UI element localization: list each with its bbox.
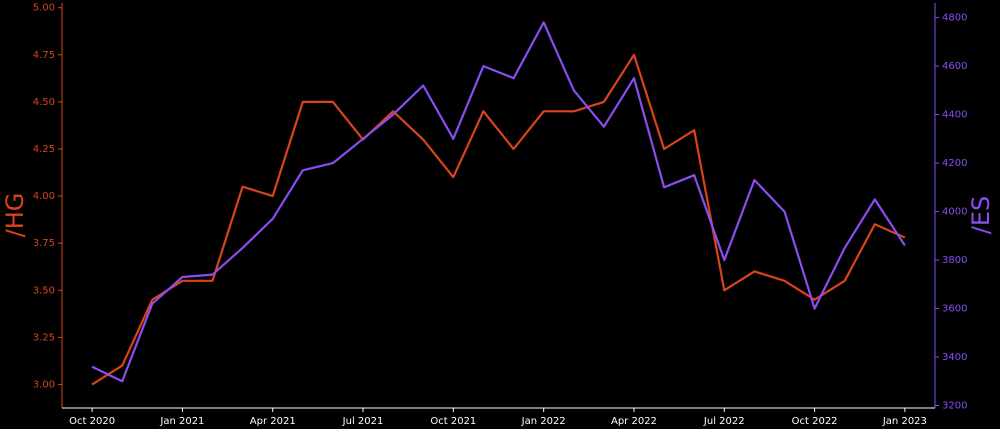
y2-tick-label: 3400 — [942, 352, 967, 363]
x-tick-label: Jul 2022 — [703, 416, 745, 427]
y-tick-label: 4.50 — [33, 97, 55, 108]
y2-tick-label: 4800 — [942, 13, 967, 24]
x-tick-label: Oct 2022 — [792, 416, 838, 427]
x-tick-label: Apr 2021 — [250, 416, 296, 427]
y2-tick-label: 4400 — [942, 110, 967, 121]
x-tick-label: Apr 2022 — [611, 416, 657, 427]
series-line — [91, 21, 906, 383]
y2-tick-label: 3800 — [942, 255, 967, 266]
y2-tick-label: 4000 — [942, 207, 967, 218]
x-tick-label: Jan 2023 — [882, 416, 927, 427]
y-tick-label: 3.00 — [33, 379, 55, 390]
x-tick-label: Oct 2021 — [430, 416, 476, 427]
y-tick-label: 5.00 — [33, 3, 55, 14]
y-axis-label: /HG — [1, 193, 29, 238]
y-tick-label: 4.75 — [33, 50, 55, 61]
y2-tick-label: 4600 — [942, 61, 967, 72]
series-line — [91, 53, 906, 386]
x-tick-label: Jul 2021 — [342, 416, 384, 427]
y2-tick-label: 4200 — [942, 158, 967, 169]
y2-axis-label: /ES — [967, 196, 995, 234]
y-tick-label: 4.25 — [33, 144, 55, 155]
y-tick-label: 4.00 — [33, 191, 55, 202]
y2-tick-label: 3600 — [942, 304, 967, 315]
x-tick-label: Jan 2022 — [521, 416, 566, 427]
y2-tick-label: 3200 — [942, 401, 967, 412]
x-tick-label: Jan 2021 — [159, 416, 204, 427]
y-tick-label: 3.75 — [33, 238, 55, 249]
x-tick-label: Oct 2020 — [69, 416, 115, 427]
y-tick-label: 3.25 — [33, 332, 55, 343]
y-tick-label: 3.50 — [33, 285, 55, 296]
